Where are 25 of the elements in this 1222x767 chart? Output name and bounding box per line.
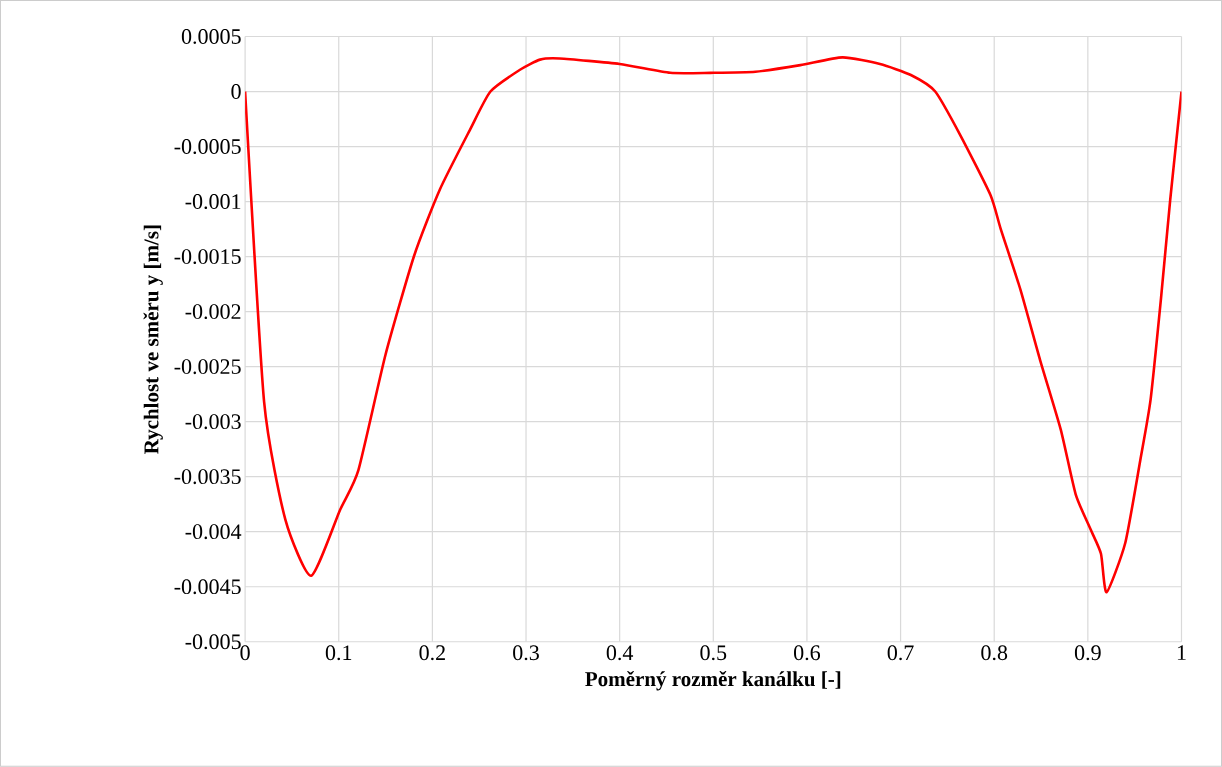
y-tick-label: -0.0015 (174, 249, 241, 265)
line-series (245, 56, 1182, 594)
x-tick-label: 0.5 (700, 645, 727, 661)
x-tick-label: 0.1 (325, 645, 352, 661)
x-tick-label: 1 (1177, 645, 1186, 660)
x-tick-label: 0.6 (794, 645, 821, 661)
y-tick-label: 0.0005 (181, 29, 241, 45)
x-axis-title: Poměrný rozměr kanálku [-] (585, 671, 841, 691)
y-tick-label: -0.005 (185, 634, 241, 650)
y-tick-label: -0.004 (185, 524, 242, 540)
x-tick-label: 0.4 (606, 645, 634, 661)
x-tick-label: 0.2 (419, 645, 445, 661)
y-axis-title: Rychlost ve směru y [m/s] (143, 225, 163, 455)
x-tick-label: 0.8 (981, 645, 1008, 661)
x-tick-label: 0.9 (1074, 645, 1101, 661)
y-tick-label: -0.0005 (174, 139, 241, 155)
y-tick-label: -0.0045 (174, 579, 241, 595)
y-tick-label: -0.0025 (174, 359, 241, 375)
y-tick-label: 0 (231, 84, 241, 100)
y-tick-label: -0.003 (185, 414, 241, 430)
x-tick-label: 0.7 (887, 645, 914, 661)
x-tick-label: 0.3 (513, 645, 539, 661)
y-tick-label: -0.002 (185, 304, 241, 320)
y-tick-label: -0.001 (185, 194, 241, 210)
y-tick-label: -0.0035 (174, 469, 241, 485)
